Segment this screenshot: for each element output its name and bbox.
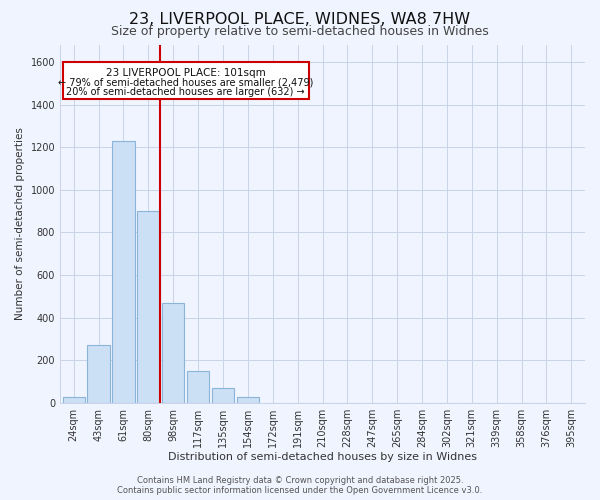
Text: 23 LIVERPOOL PLACE: 101sqm: 23 LIVERPOOL PLACE: 101sqm <box>106 68 266 78</box>
Bar <box>137 211 160 402</box>
Bar <box>88 345 110 403</box>
Bar <box>236 396 259 402</box>
Bar <box>62 396 85 402</box>
Bar <box>212 388 234 402</box>
Bar <box>187 371 209 402</box>
Text: 23, LIVERPOOL PLACE, WIDNES, WA8 7HW: 23, LIVERPOOL PLACE, WIDNES, WA8 7HW <box>130 12 470 28</box>
Text: ← 79% of semi-detached houses are smaller (2,479): ← 79% of semi-detached houses are smalle… <box>58 78 313 88</box>
Bar <box>162 302 184 402</box>
FancyBboxPatch shape <box>62 62 309 100</box>
X-axis label: Distribution of semi-detached houses by size in Widnes: Distribution of semi-detached houses by … <box>168 452 477 462</box>
Y-axis label: Number of semi-detached properties: Number of semi-detached properties <box>15 128 25 320</box>
Text: 20% of semi-detached houses are larger (632) →: 20% of semi-detached houses are larger (… <box>67 86 305 97</box>
Text: Size of property relative to semi-detached houses in Widnes: Size of property relative to semi-detach… <box>111 25 489 38</box>
Bar <box>112 141 134 403</box>
Text: Contains HM Land Registry data © Crown copyright and database right 2025.: Contains HM Land Registry data © Crown c… <box>137 476 463 485</box>
Text: Contains public sector information licensed under the Open Government Licence v3: Contains public sector information licen… <box>118 486 482 495</box>
